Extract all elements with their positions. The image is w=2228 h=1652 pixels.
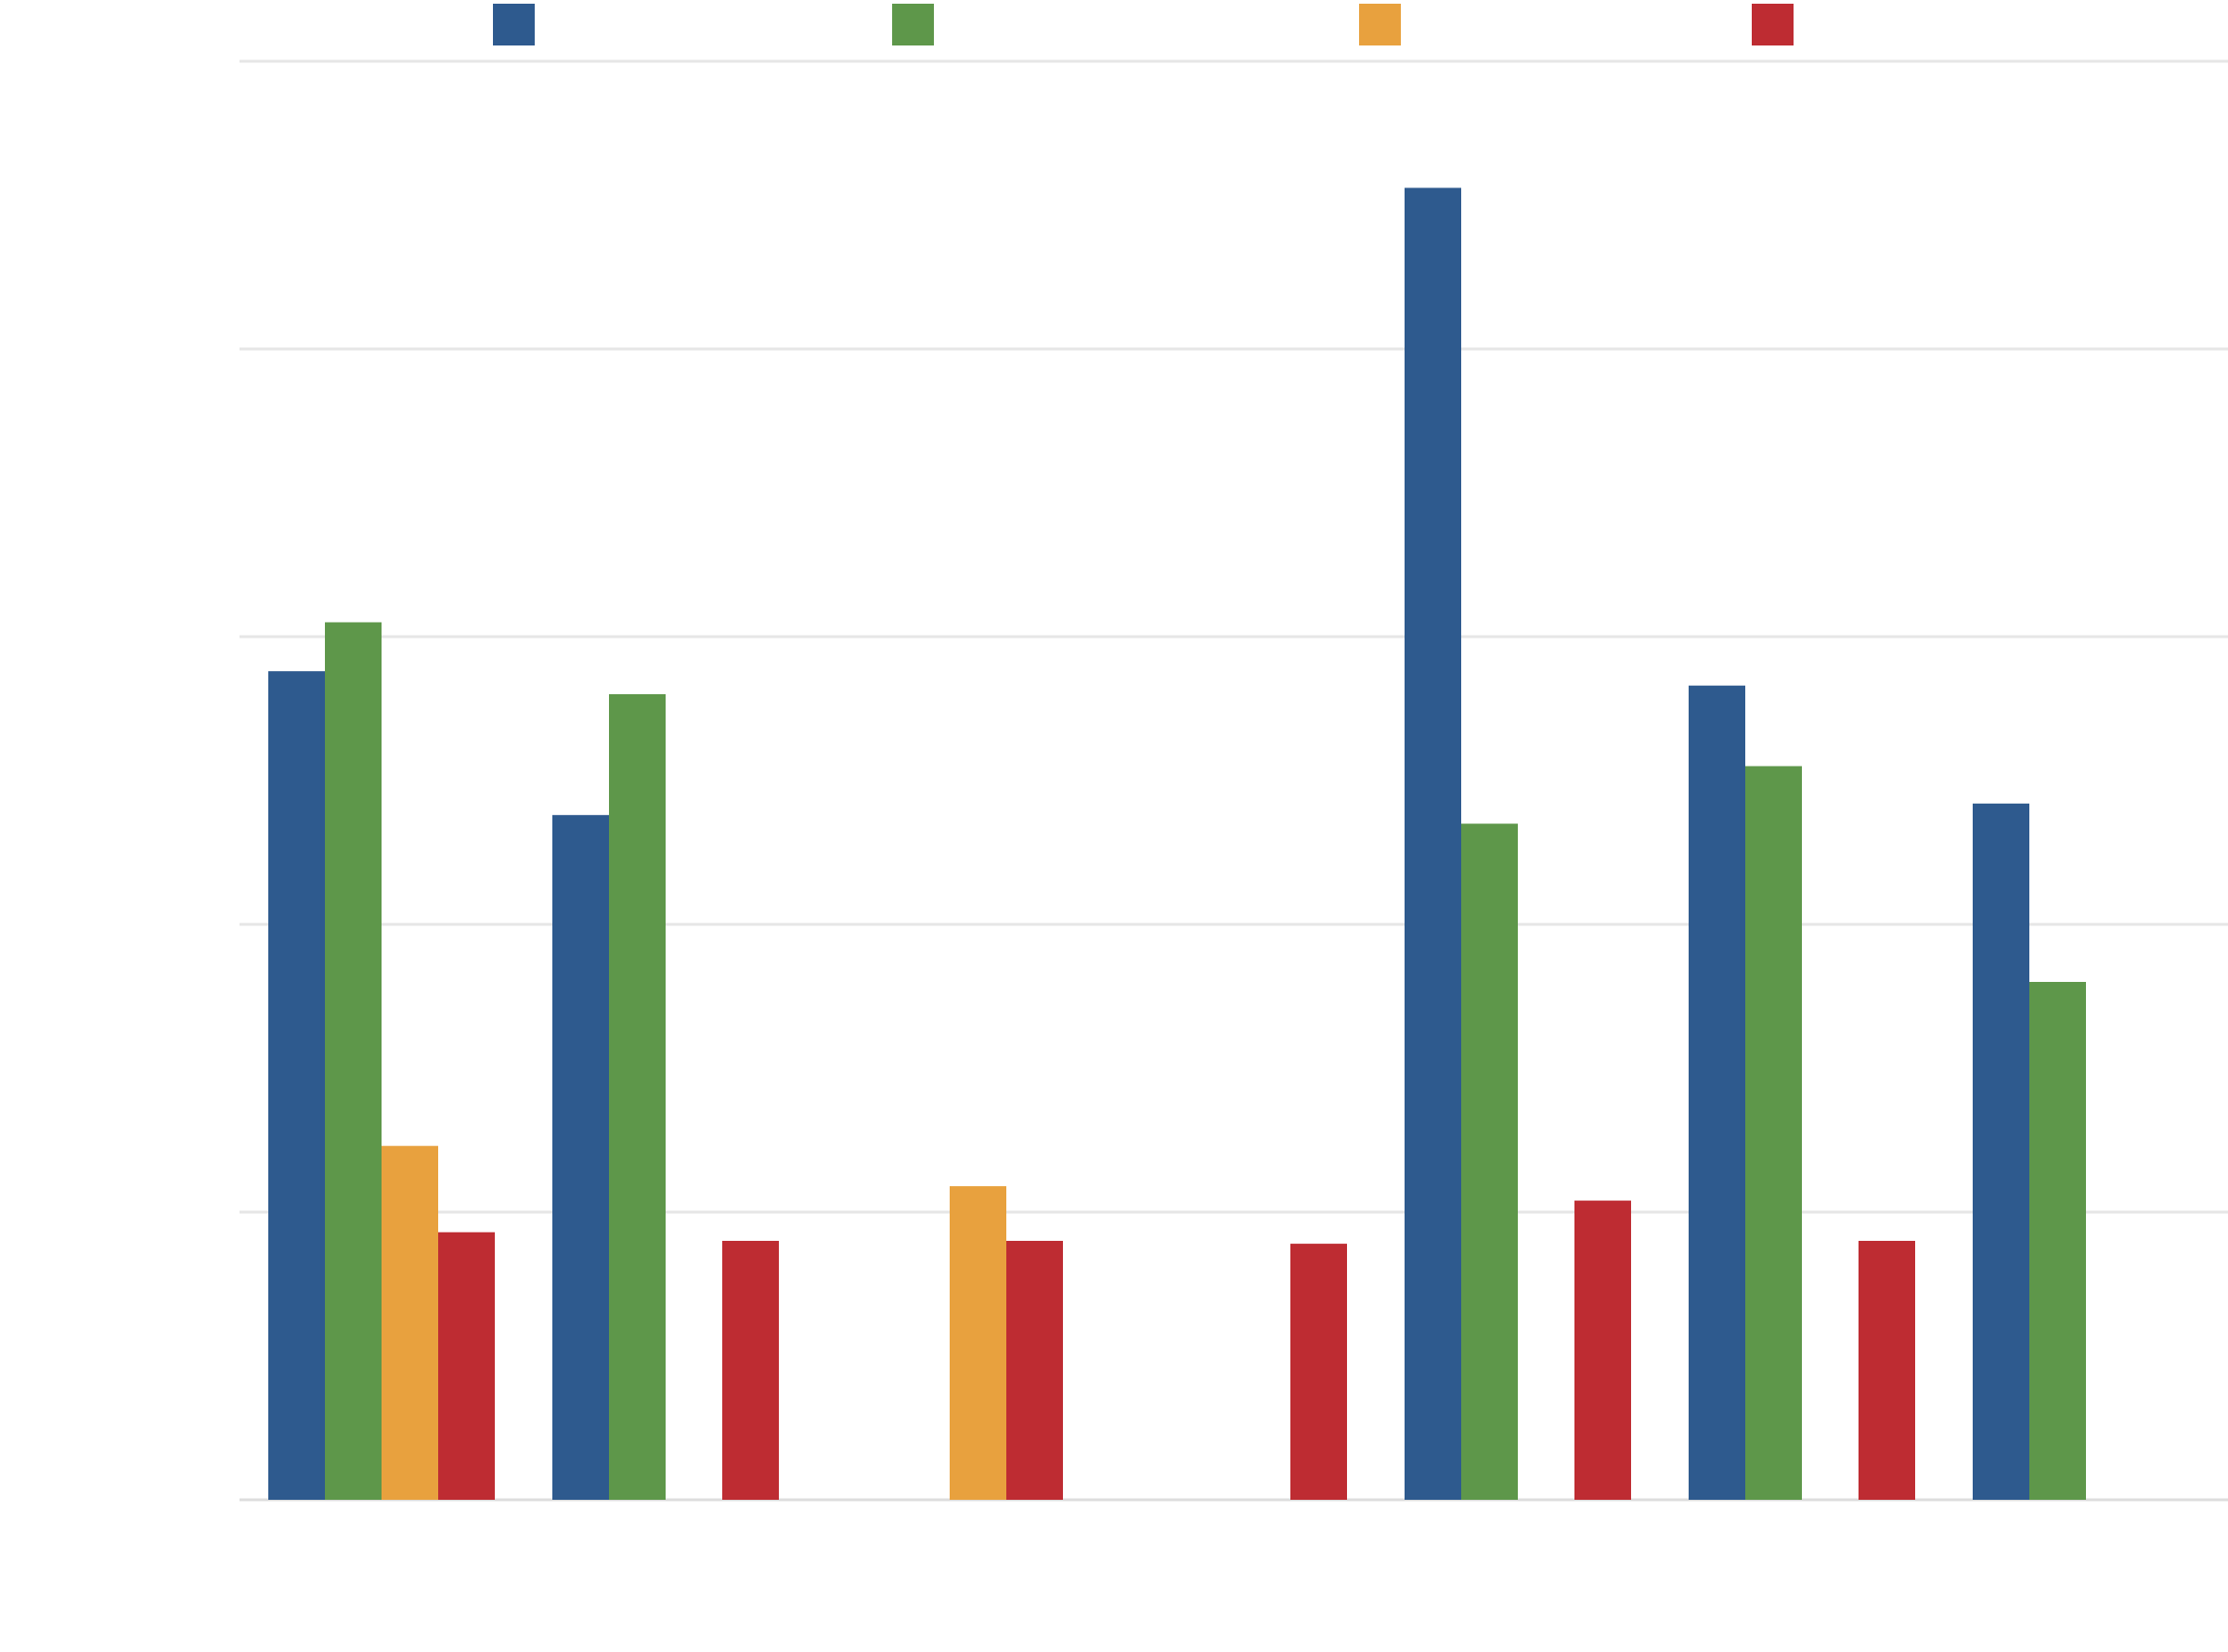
- bar-series-3-group-3: [950, 1186, 1006, 1500]
- legend-swatch-4: [1752, 4, 1794, 45]
- legend-swatch-3: [1359, 4, 1401, 45]
- legend-swatch-1: [493, 4, 535, 45]
- gridlines: [240, 59, 2228, 1502]
- bars: [268, 187, 2086, 1500]
- bar-series-4-group-3: [1006, 1241, 1063, 1500]
- legend: [493, 4, 1794, 45]
- bar-series-1-group-6: [1689, 685, 1745, 1500]
- bar-series-2-group-1: [325, 622, 382, 1500]
- bar-series-2-group-5: [1461, 823, 1518, 1500]
- bar-series-1-group-7: [1973, 803, 2029, 1500]
- bar-series-4-group-6: [1859, 1241, 1915, 1500]
- bar-series-4-group-4: [1290, 1244, 1347, 1500]
- bar-series-4-group-5: [1574, 1200, 1631, 1500]
- bar-series-3-group-1: [382, 1145, 438, 1500]
- bar-series-2-group-7: [2029, 982, 2086, 1500]
- bar-series-1-group-1: [268, 671, 325, 1500]
- bar-series-1-group-2: [552, 815, 609, 1500]
- bar-series-4-group-1: [438, 1232, 495, 1500]
- bar-series-1-group-5: [1405, 187, 1461, 1500]
- bar-series-4-group-2: [722, 1241, 779, 1500]
- bar-series-2-group-6: [1745, 766, 1802, 1500]
- bar-series-2-group-2: [609, 694, 666, 1500]
- legend-swatch-2: [892, 4, 934, 45]
